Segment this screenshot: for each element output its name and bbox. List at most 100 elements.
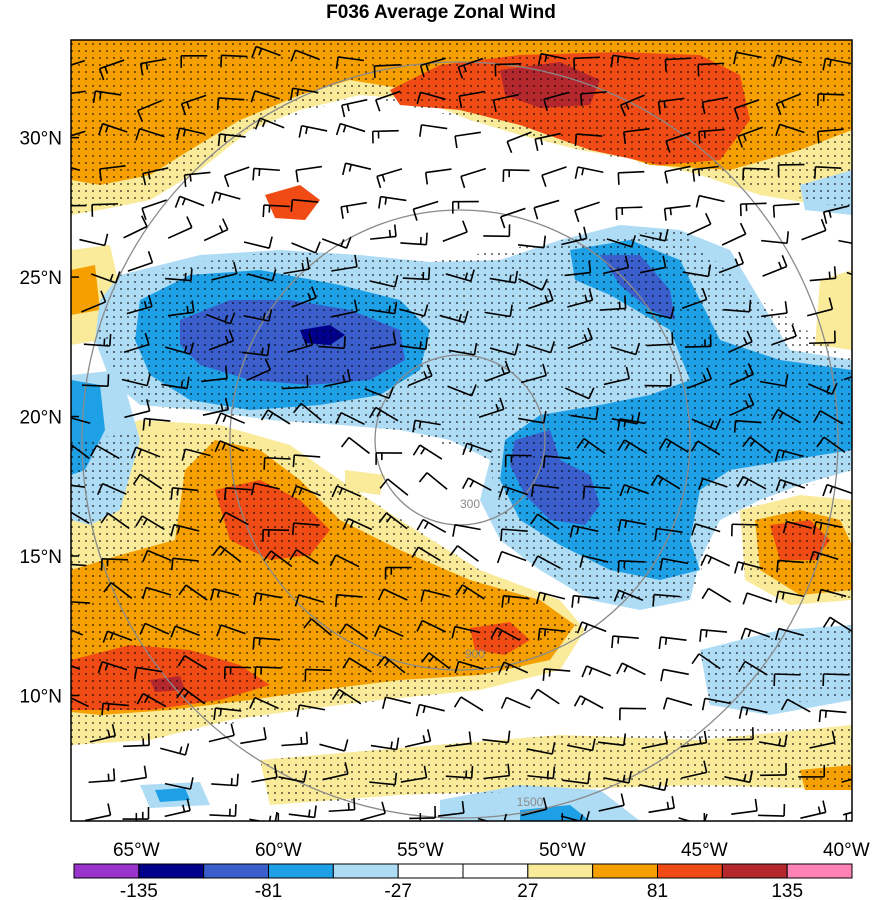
wind-barb [807,382,838,395]
wind-barb [136,99,163,122]
wind-barb [576,621,607,634]
wind-barb [774,449,804,462]
wind-barb [603,770,633,784]
colorbar-label: -81 [255,881,282,900]
wind-barb [208,329,235,351]
wind-barb [83,333,112,347]
wind-barb [142,417,171,431]
wind-barb [561,226,588,246]
wind-barb [71,629,84,636]
wind-barb [615,206,643,221]
wind-barb [378,512,408,530]
wind-barb [400,232,428,246]
range-ring-1500 [81,61,839,819]
wind-barb [542,668,571,681]
wind-barb [71,90,86,95]
wind-barb [359,801,386,821]
wind-barb [818,709,847,723]
wind-barb [646,332,674,347]
wind-barb [338,623,369,640]
wind-barb [253,592,282,605]
wind-barb [691,418,722,431]
wind-barb [98,122,128,136]
wind-barb [181,448,211,461]
wind-barb [201,366,228,383]
wind-barb [71,59,86,66]
wind-barb [96,482,127,495]
wind-barb [736,475,767,490]
wind-barb [376,655,406,674]
colorbar-swatch [332,863,399,879]
wind-barb [816,93,845,106]
wind-barb [517,235,547,249]
wind-barb [213,707,242,721]
colorbar-swatch [73,863,140,879]
wind-barb [454,131,481,149]
wind-barb [262,204,290,218]
wind-barb [645,306,675,320]
wind-barb [370,737,400,751]
wind-barb [331,299,358,318]
wind-barb [424,168,452,185]
wind-barb [603,366,630,386]
wind-barb [737,126,763,148]
wind-barb [291,241,321,254]
wind-barb [680,730,708,748]
wind-barb [90,444,120,460]
wind-barb [420,589,450,602]
wind-barb [617,518,647,532]
wind-barb [368,406,399,422]
wind-barb [541,166,567,187]
wind-barb [421,652,451,670]
wind-barb [328,797,356,813]
x-tick-label: 40°W [823,840,870,861]
wind-barb [376,168,403,189]
colorbar-label: 27 [517,881,538,900]
wind-barb [580,91,607,106]
wind-barb [496,550,527,564]
colorbar-swatch [397,863,464,879]
wind-barb [729,393,755,417]
wind-barb [444,731,472,748]
wind-barb [97,660,128,674]
wind-barb [252,636,281,650]
colorbar-label: 135 [771,881,803,900]
wind-barb [665,131,691,153]
wind-barb [71,563,87,567]
wind-barb [167,216,193,239]
wind-barb [335,411,365,425]
wind-barb [442,220,468,243]
wind-barb [617,418,646,431]
wind-barb [654,527,683,541]
wind-barb [775,478,806,492]
wind-barb [263,550,293,568]
wind-barb [573,695,604,709]
wind-barb [579,555,609,568]
y-tick-label: 20°N [20,408,62,429]
wind-barb [217,133,246,147]
wind-barb [562,771,591,785]
wind-barb [564,260,592,277]
wind-barb [170,523,200,537]
wind-barb [319,739,349,752]
wind-barb [89,723,117,743]
wind-barb [203,218,229,242]
significance-stippling [71,40,852,805]
wind-barb [659,557,689,571]
wind-barb [249,696,279,710]
wind-barb [816,436,846,453]
wind-barb [567,288,594,308]
wind-barb [816,128,844,144]
wind-barb [686,367,712,390]
wind-barb [251,765,278,783]
wind-barb [657,97,685,114]
wind-barb [462,442,492,455]
wind-barb [455,584,485,600]
wind-barb [71,417,91,425]
wind-barb [247,269,277,282]
wind-barb [530,688,560,705]
colorbar-swatch [268,863,334,879]
wind-barb [761,301,788,318]
y-tick-label: 25°N [20,268,62,289]
colorbar-label: -27 [384,881,411,900]
